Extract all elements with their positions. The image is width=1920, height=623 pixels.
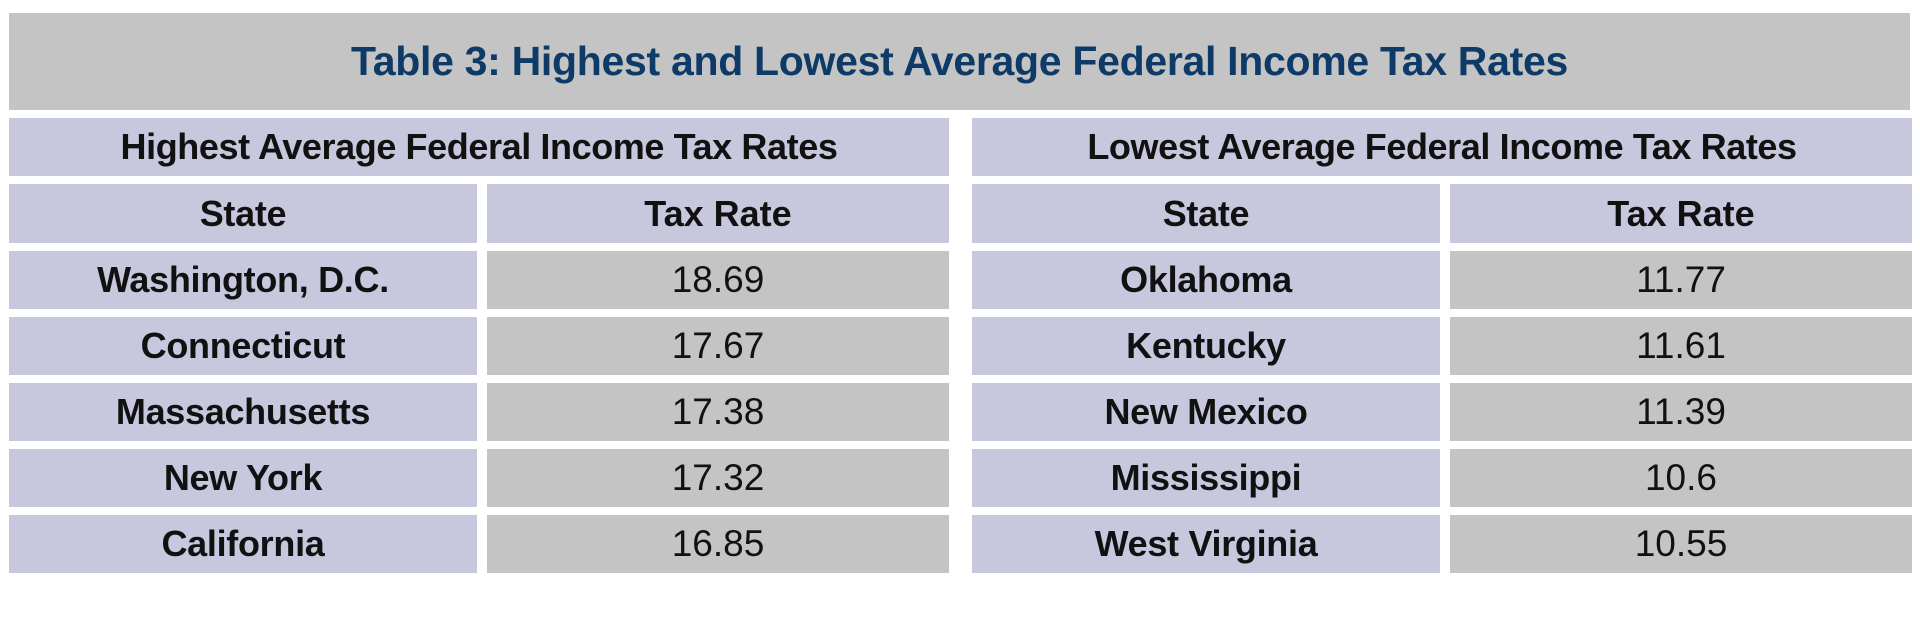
table-row: New Mexico 11.39 (972, 383, 1912, 441)
highest-rates-table: Highest Average Federal Income Tax Rates… (9, 118, 949, 573)
tax-rate-cell: 18.69 (487, 251, 949, 309)
table-row: Massachusetts 17.38 (9, 383, 949, 441)
state-cell: Connecticut (9, 317, 477, 375)
column-header-state: State (972, 184, 1440, 243)
state-cell: Mississippi (972, 449, 1440, 507)
state-cell: New York (9, 449, 477, 507)
state-cell: Oklahoma (972, 251, 1440, 309)
state-cell: California (9, 515, 477, 573)
tax-rate-cell: 17.67 (487, 317, 949, 375)
table-row: Kentucky 11.61 (972, 317, 1912, 375)
table-row: Washington, D.C. 18.69 (9, 251, 949, 309)
table-row: New York 17.32 (9, 449, 949, 507)
table-row: Connecticut 17.67 (9, 317, 949, 375)
state-cell: New Mexico (972, 383, 1440, 441)
lowest-rates-table: Lowest Average Federal Income Tax Rates … (972, 118, 1912, 573)
state-cell: West Virginia (972, 515, 1440, 573)
column-header-row: State Tax Rate (9, 184, 949, 243)
highest-rates-heading: Highest Average Federal Income Tax Rates (9, 118, 949, 176)
tax-rate-cell: 10.6 (1450, 449, 1912, 507)
table-row: Oklahoma 11.77 (972, 251, 1912, 309)
column-header-tax-rate: Tax Rate (1450, 184, 1912, 243)
table-row: Mississippi 10.6 (972, 449, 1912, 507)
tax-rate-cell: 11.39 (1450, 383, 1912, 441)
table-title-bar: Table 3: Highest and Lowest Average Fede… (9, 13, 1910, 110)
state-cell: Washington, D.C. (9, 251, 477, 309)
tax-rate-cell: 17.32 (487, 449, 949, 507)
table-row: West Virginia 10.55 (972, 515, 1912, 573)
column-header-row: State Tax Rate (972, 184, 1912, 243)
column-header-state: State (9, 184, 477, 243)
tax-rate-cell: 11.77 (1450, 251, 1912, 309)
table-title: Table 3: Highest and Lowest Average Fede… (351, 38, 1568, 84)
column-header-tax-rate: Tax Rate (487, 184, 949, 243)
table-row: California 16.85 (9, 515, 949, 573)
lowest-rates-heading: Lowest Average Federal Income Tax Rates (972, 118, 1912, 176)
tax-rate-cell: 10.55 (1450, 515, 1912, 573)
tax-rate-cell: 16.85 (487, 515, 949, 573)
state-cell: Massachusetts (9, 383, 477, 441)
tax-rate-cell: 11.61 (1450, 317, 1912, 375)
state-cell: Kentucky (972, 317, 1440, 375)
tax-rate-cell: 17.38 (487, 383, 949, 441)
